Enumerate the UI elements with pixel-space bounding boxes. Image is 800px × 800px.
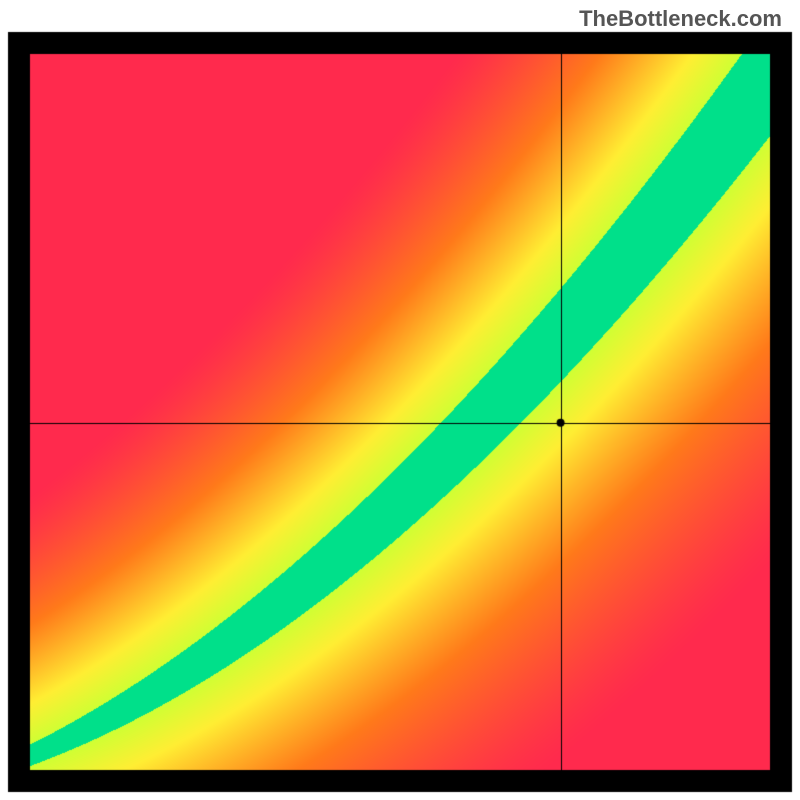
chart-container: TheBottleneck.com (0, 0, 800, 800)
bottleneck-heatmap (0, 0, 800, 800)
watermark-text: TheBottleneck.com (579, 6, 782, 32)
